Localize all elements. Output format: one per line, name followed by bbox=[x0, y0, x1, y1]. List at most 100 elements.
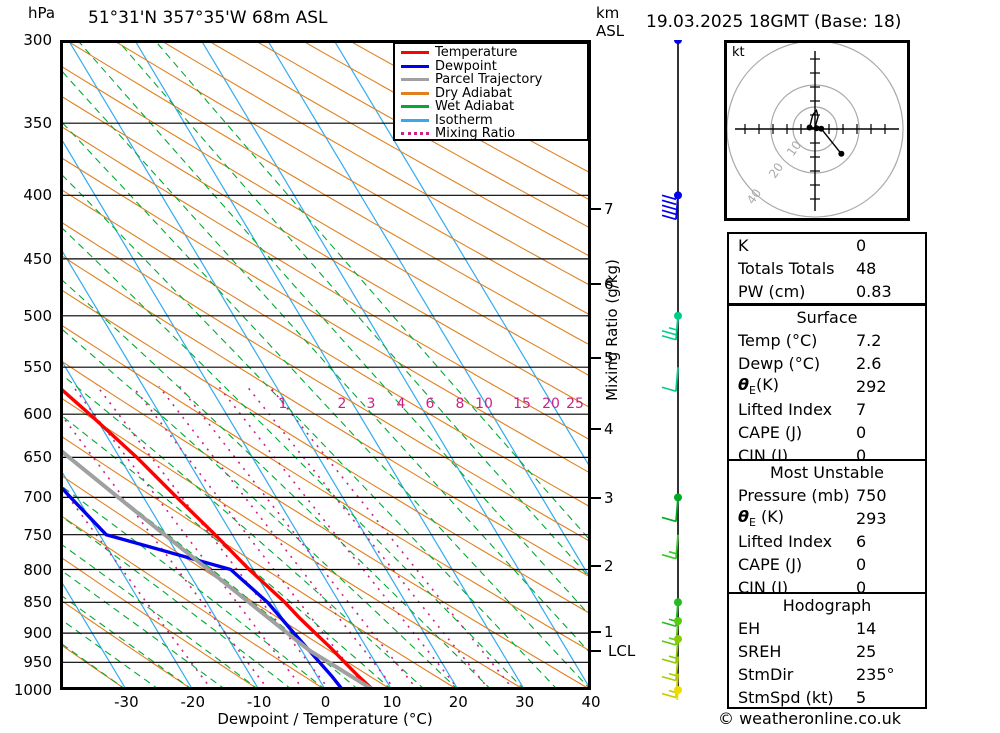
mixing-ratio-value-label: 2 bbox=[337, 396, 347, 412]
pressure-tick-label: 900 bbox=[23, 624, 52, 643]
dry-adiabat-line bbox=[65, 40, 591, 347]
wet-adiabat-line bbox=[60, 542, 260, 690]
wind-barb-shaft bbox=[675, 639, 679, 664]
wind-barb-full-flag bbox=[661, 553, 677, 560]
page-title: 51°31'N 357°35'W 68m ASL bbox=[88, 8, 328, 28]
isotherm-line bbox=[333, 40, 591, 470]
hodograph-point bbox=[838, 150, 845, 157]
table-row-label: EH bbox=[738, 619, 761, 638]
legend-item-label: Temperature bbox=[435, 45, 518, 61]
table-row-value: 0 bbox=[856, 236, 867, 255]
wind-barb-marker bbox=[674, 40, 682, 44]
table-row: Lifted Index 6 bbox=[729, 530, 925, 553]
temperature-tick-label: -30 bbox=[114, 693, 139, 711]
legend-item: Isotherm bbox=[399, 114, 587, 128]
pressure-tick-label: 450 bbox=[23, 249, 52, 268]
legend-swatch-icon bbox=[401, 132, 429, 136]
table-row-value: 293 bbox=[856, 509, 887, 528]
table-row-label: Dewp (°C) bbox=[738, 354, 821, 373]
pressure-tick-label: 700 bbox=[23, 488, 52, 507]
parcel-trajectory-curve bbox=[60, 447, 375, 690]
table-row: StmDir 235° bbox=[729, 663, 925, 686]
table-row: SREH 25 bbox=[729, 640, 925, 663]
isotherm-line bbox=[60, 467, 194, 690]
temperature-tick-label: 10 bbox=[382, 693, 402, 711]
wind-barb-full-flag bbox=[661, 204, 677, 211]
dry-adiabat-line bbox=[60, 556, 260, 690]
skewt-plot-area bbox=[60, 40, 591, 690]
table-row-value: 5 bbox=[856, 688, 867, 707]
table-row: θE (K) 293 bbox=[729, 507, 925, 530]
altitude-tick-mark bbox=[591, 283, 601, 286]
mixing-ratio-value-label: 10 bbox=[475, 396, 493, 412]
mixing-ratio-value-label: 4 bbox=[396, 396, 406, 412]
mixing-ratio-line bbox=[179, 386, 419, 690]
hodograph-point bbox=[818, 125, 825, 132]
wind-barb-full-flag bbox=[661, 194, 677, 201]
altitude-tick-label: 6 bbox=[604, 275, 614, 294]
wind-barb-shaft bbox=[675, 195, 679, 220]
altitude-tick-label: 3 bbox=[604, 489, 614, 508]
mixing-ratio-axis-title: Mixing Ratio (g/kg) bbox=[603, 259, 621, 401]
altitude-tick-mark bbox=[591, 631, 601, 634]
mixing-ratio-value-label: 6 bbox=[425, 396, 435, 412]
mixing-ratio-value-label: 20 bbox=[542, 396, 560, 412]
altitude-tick-label: 1 bbox=[604, 623, 614, 642]
pressure-tick-label: 850 bbox=[23, 593, 52, 612]
table-title: Hodograph bbox=[782, 596, 872, 615]
legend-item-label: Dry Adiabat bbox=[435, 85, 512, 101]
table-row-value: 14 bbox=[856, 619, 877, 638]
dry-adiabat-line bbox=[60, 125, 591, 442]
table-row: StmSpd (kt) 5 bbox=[729, 686, 925, 709]
table-row-label: StmSpd (kt) bbox=[738, 688, 834, 707]
table-row: Totals Totals 48 bbox=[729, 257, 925, 280]
table-row: PW (cm) 0.83 bbox=[729, 280, 925, 303]
altitude-unit-label-asl: ASL bbox=[596, 22, 625, 40]
skewt-diagram[interactable] bbox=[60, 40, 591, 690]
dry-adiabat-line bbox=[253, 40, 591, 230]
wind-barb-full-flag bbox=[661, 214, 677, 221]
skewt-svg bbox=[60, 40, 591, 690]
temperature-tick-label: 40 bbox=[581, 693, 601, 711]
wind-barb-full-flag bbox=[661, 335, 677, 341]
date-header: 19.03.2025 18GMT (Base: 18) bbox=[646, 12, 902, 32]
pressure-tick-label: 350 bbox=[23, 114, 52, 133]
mixing-ratio-line bbox=[218, 386, 460, 690]
table-row-value: 6 bbox=[856, 532, 867, 551]
hodograph-stats-table: Hodograph EH 14 SREH 25 StmDir 235° StmSpd (kt)… bbox=[727, 592, 927, 709]
table-row-label: K bbox=[738, 236, 749, 255]
legend-item: Mixing Ratio bbox=[399, 127, 587, 141]
altitude-tick-label: 5 bbox=[604, 348, 614, 367]
table-row-label: Totals Totals bbox=[738, 259, 835, 278]
temperature-tick-label: -10 bbox=[246, 693, 272, 711]
table-row-label: SREH bbox=[738, 642, 782, 661]
most-unstable-table: Most Unstable Pressure (mb) 750 θE (K) 293 Li… bbox=[727, 459, 927, 599]
table-row-value: 0.83 bbox=[856, 282, 892, 301]
table-row-value: 7 bbox=[856, 400, 867, 419]
wind-barb-full-flag bbox=[661, 330, 677, 336]
table-row-label: CAPE (J) bbox=[738, 423, 803, 442]
legend-swatch-icon bbox=[401, 64, 429, 68]
pressure-tick-label: 300 bbox=[23, 31, 52, 49]
mixing-ratio-value-label: 15 bbox=[513, 396, 531, 412]
pressure-unit-label: hPa bbox=[28, 4, 56, 22]
isotherm-line bbox=[134, 40, 526, 690]
table-title: Most Unstable bbox=[770, 463, 884, 482]
hodograph[interactable]: kt 10 20 40 bbox=[724, 40, 910, 221]
hodograph-point bbox=[806, 124, 813, 131]
legend-item: Temperature bbox=[399, 46, 587, 60]
wind-barb-full-flag bbox=[661, 692, 677, 699]
pressure-tick-label: 950 bbox=[23, 653, 52, 672]
table-row-value: 0 bbox=[856, 555, 867, 574]
altitude-tick-label: 7 bbox=[604, 200, 614, 219]
pressure-tick-label: 600 bbox=[23, 405, 52, 424]
pressure-tick-label: 550 bbox=[23, 358, 52, 377]
mixing-ratio-value-label: 3 bbox=[366, 396, 376, 412]
wind-barb-half-flag bbox=[668, 550, 677, 555]
dry-adiabat-line bbox=[60, 64, 591, 378]
wind-barb-half-flag bbox=[668, 327, 677, 331]
pressure-tick-label: 800 bbox=[23, 560, 52, 579]
pressure-tick-label: 400 bbox=[23, 186, 52, 205]
table-row-value: 25 bbox=[856, 642, 877, 661]
legend: Temperature Dewpoint Parcel Trajectory Dry … bbox=[393, 42, 589, 141]
